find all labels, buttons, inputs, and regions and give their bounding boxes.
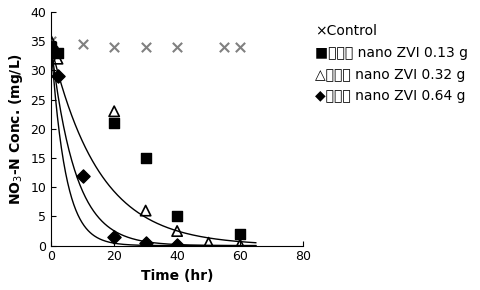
Point xyxy=(48,39,55,43)
Legend: ×Control, ■상업용 nano ZVI 0.13 g, △상업용 nano ZVI 0.32 g, ◆상업용 nano ZVI 0.64 g: ×Control, ■상업용 nano ZVI 0.13 g, △상업용 nan… xyxy=(309,19,473,109)
Point xyxy=(142,240,149,245)
Point xyxy=(79,173,86,178)
Point xyxy=(48,45,55,49)
Y-axis label: NO$_3$-N Conc. (mg/L): NO$_3$-N Conc. (mg/L) xyxy=(7,53,25,205)
Point xyxy=(142,156,149,160)
Point xyxy=(110,109,118,114)
X-axis label: Time (hr): Time (hr) xyxy=(141,269,213,283)
Point xyxy=(110,45,118,49)
Point xyxy=(110,121,118,125)
Point xyxy=(173,229,180,233)
Point xyxy=(236,45,243,49)
Point xyxy=(142,208,149,213)
Point xyxy=(204,240,212,245)
Point xyxy=(142,45,149,49)
Point xyxy=(48,39,55,43)
Point xyxy=(110,235,118,239)
Point xyxy=(48,45,55,49)
Point xyxy=(236,242,243,247)
Point xyxy=(236,232,243,236)
Point xyxy=(79,42,86,46)
Point xyxy=(54,74,61,79)
Point xyxy=(173,214,180,219)
Point xyxy=(173,243,180,247)
Point xyxy=(173,45,180,49)
Point xyxy=(220,45,228,49)
Point xyxy=(54,50,61,55)
Point xyxy=(54,56,61,61)
